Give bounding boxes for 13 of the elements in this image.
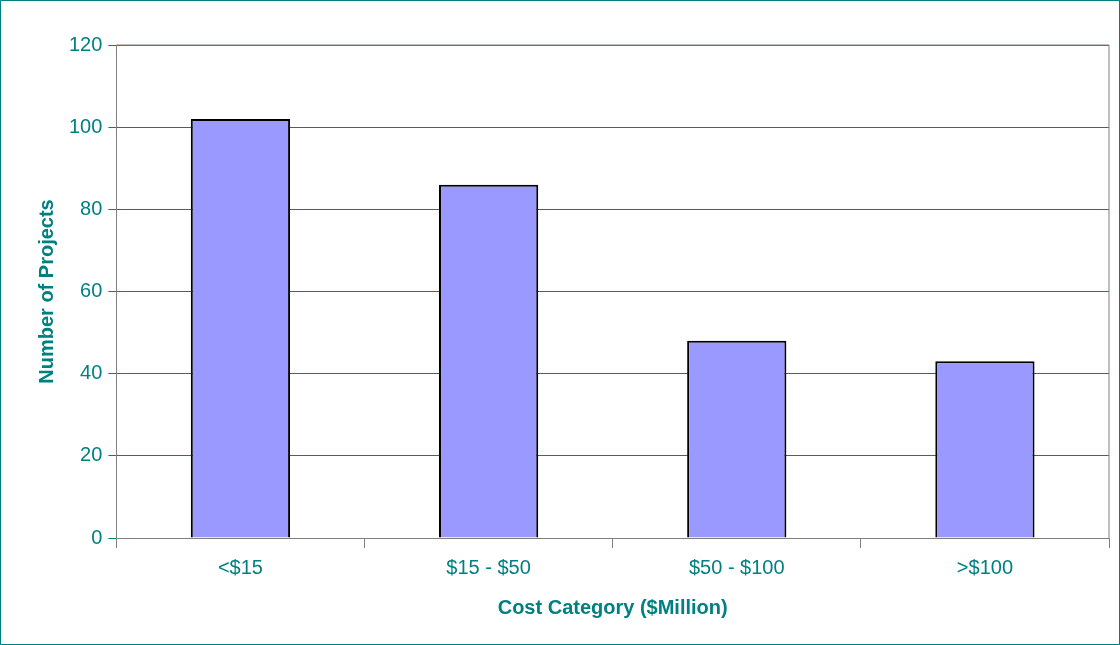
x-tick-label: $50 - $100 [688,555,785,578]
y-axis-title: Number of Projects [34,199,57,384]
x-axis-title: Cost Category ($Million) [497,595,728,618]
y-tick-label: 80 [80,196,103,219]
x-tick-label: >$100 [956,555,1014,578]
y-tick-label: 40 [80,361,103,384]
y-tick-label: 100 [68,114,103,137]
y-tick-label: 20 [80,443,103,466]
y-tick-label: 60 [80,279,103,302]
y-tick-label: 120 [68,32,103,55]
x-tick-label: <$15 [217,555,263,578]
y-tick-label: 0 [91,525,103,548]
x-tick-label: $15 - $50 [446,555,531,578]
